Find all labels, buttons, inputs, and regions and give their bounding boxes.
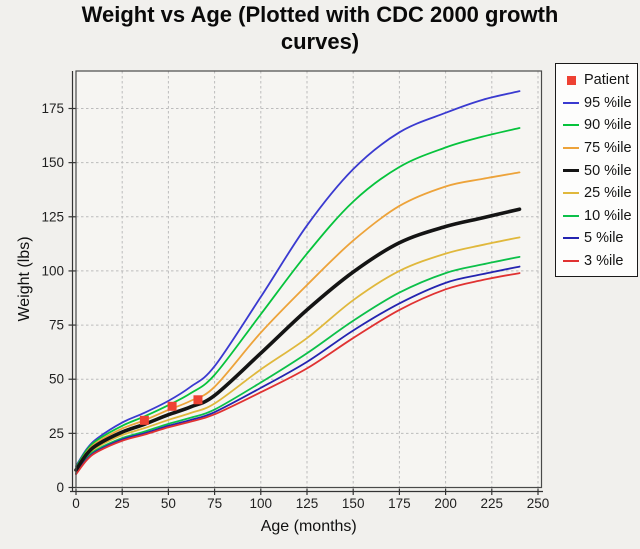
x-tick-label: 0 bbox=[72, 496, 80, 511]
x-tick-label: 25 bbox=[115, 496, 130, 511]
chart-title: Weight vs Age (Plotted with CDC 2000 gro… bbox=[0, 2, 640, 56]
x-tick-label: 50 bbox=[161, 496, 176, 511]
legend-label: 90 %ile bbox=[584, 117, 632, 134]
y-tick-label: 50 bbox=[49, 372, 64, 387]
y-tick-label: 100 bbox=[41, 263, 64, 278]
legend-item-95-ile: 95 %ile bbox=[563, 92, 637, 115]
legend-item-25-ile: 25 %ile bbox=[563, 182, 637, 205]
y-tick-label: 75 bbox=[49, 318, 64, 333]
line-swatch bbox=[563, 237, 579, 240]
x-tick-label: 175 bbox=[388, 496, 411, 511]
legend-label: 10 %ile bbox=[584, 207, 632, 224]
line-swatch bbox=[563, 147, 579, 150]
x-tick-label: 225 bbox=[481, 496, 504, 511]
y-tick-label: 0 bbox=[56, 480, 64, 495]
plot-frame bbox=[75, 70, 543, 489]
legend-item-50-ile: 50 %ile bbox=[563, 159, 637, 182]
curve-75-ile bbox=[75, 171, 521, 470]
plot-area bbox=[76, 71, 542, 488]
line-swatch bbox=[563, 214, 579, 217]
legend-item-10-ile: 10 %ile bbox=[563, 205, 637, 228]
line-swatch bbox=[563, 168, 579, 173]
legend-label: Patient bbox=[584, 72, 630, 89]
patient-point bbox=[193, 395, 203, 405]
curve-95-ile bbox=[75, 90, 521, 467]
x-tick-label: 200 bbox=[434, 496, 457, 511]
curve-50-ile bbox=[74, 207, 522, 472]
legend-label: 5 %ile bbox=[584, 230, 624, 247]
legend-label: 50 %ile bbox=[584, 162, 632, 179]
y-axis-title: Weight (lbs) bbox=[16, 236, 33, 321]
line-swatch bbox=[563, 124, 579, 127]
chart-title-line-2: curves) bbox=[280, 28, 360, 54]
legend-label: 75 %ile bbox=[584, 140, 632, 157]
patient-point bbox=[139, 415, 149, 425]
legend-label: 3 %ile bbox=[584, 253, 624, 270]
patient-marker-swatch bbox=[566, 75, 576, 85]
legend-item-90-ile: 90 %ile bbox=[563, 114, 637, 137]
line-swatch bbox=[563, 192, 579, 195]
legend-item-patient: Patient bbox=[563, 69, 637, 92]
chart-legend: Patient 95 %ile 90 %ile 75 %ile 50 %ile 25 %i… bbox=[555, 63, 638, 278]
line-swatch bbox=[563, 101, 579, 104]
y-tick-label: 25 bbox=[49, 426, 64, 441]
y-tick-label: 150 bbox=[41, 155, 64, 170]
legend-label: 95 %ile bbox=[584, 94, 632, 111]
legend-item-75-ile: 75 %ile bbox=[563, 137, 637, 160]
legend-label: 25 %ile bbox=[584, 185, 632, 202]
y-tick-label: 175 bbox=[41, 101, 64, 116]
curve-3-ile bbox=[75, 272, 521, 476]
x-tick-label: 150 bbox=[342, 496, 365, 511]
patient-point bbox=[167, 401, 177, 411]
line-swatch bbox=[563, 260, 579, 263]
curve-25-ile bbox=[75, 236, 521, 473]
curve-10-ile bbox=[75, 255, 521, 474]
x-tick-label: 75 bbox=[207, 496, 222, 511]
x-tick-label: 250 bbox=[527, 496, 550, 511]
curve-90-ile bbox=[75, 127, 521, 469]
x-tick-label: 100 bbox=[250, 496, 273, 511]
x-tick-label: 125 bbox=[296, 496, 319, 511]
y-tick-label: 125 bbox=[41, 209, 64, 224]
chart-title-line-1: Weight vs Age (Plotted with CDC 2000 gro… bbox=[81, 2, 559, 27]
x-axis-title: Age (months) bbox=[261, 518, 357, 535]
legend-item-3-ile: 3 %ile bbox=[563, 250, 637, 273]
legend-item-5-ile: 5 %ile bbox=[563, 227, 637, 250]
curve-5-ile bbox=[75, 265, 521, 475]
